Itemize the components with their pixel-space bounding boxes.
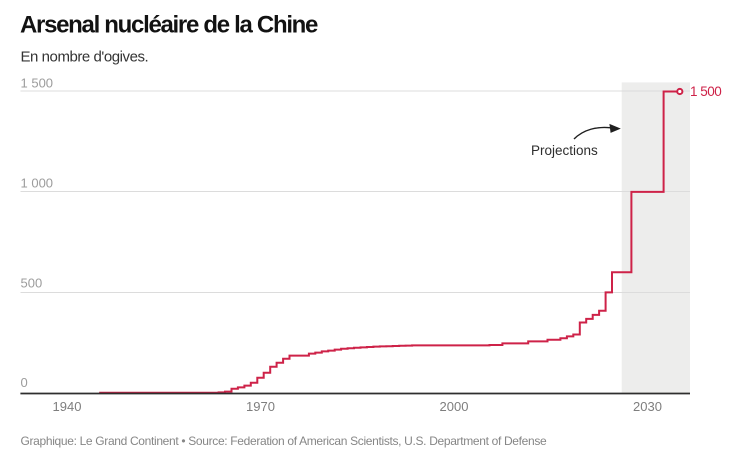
svg-text:2030: 2030 <box>633 399 662 414</box>
svg-text:Graphique: Le Grand Continent: Graphique: Le Grand Continent • Source: … <box>21 434 547 448</box>
svg-text:0: 0 <box>21 375 28 390</box>
svg-text:2000: 2000 <box>440 399 469 414</box>
svg-text:1940: 1940 <box>53 399 82 414</box>
svg-text:Projections: Projections <box>531 143 598 158</box>
svg-text:1 500: 1 500 <box>690 84 721 99</box>
svg-text:500: 500 <box>21 276 43 291</box>
svg-text:1 500: 1 500 <box>21 76 54 91</box>
svg-text:1970: 1970 <box>246 399 275 414</box>
svg-text:1 000: 1 000 <box>21 176 54 191</box>
svg-text:Arsenal nucléaire de la Chine: Arsenal nucléaire de la Chine <box>20 12 318 39</box>
svg-text:En nombre d'ogives.: En nombre d'ogives. <box>21 48 149 65</box>
